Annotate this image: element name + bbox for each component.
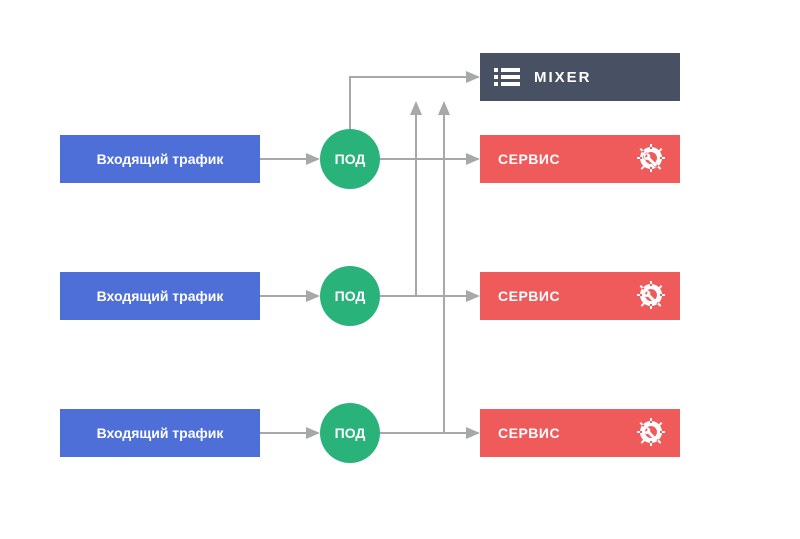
gear-wrench-icon xyxy=(636,143,666,176)
traffic-label: Входящий трафик xyxy=(97,425,224,441)
service-label: СЕРВИС xyxy=(498,425,560,441)
service-label: СЕРВИС xyxy=(498,151,560,167)
edge-pod1-mixer xyxy=(350,77,478,129)
traffic-node-2: Входящий трафик xyxy=(60,272,260,320)
edges-layer xyxy=(0,0,800,539)
pod-label: ПОД xyxy=(335,288,366,304)
traffic-node-1: Входящий трафик xyxy=(60,135,260,183)
list-icon xyxy=(494,67,520,87)
traffic-label: Входящий трафик xyxy=(97,288,224,304)
pod-node-3: ПОД xyxy=(320,403,380,463)
pod-label: ПОД xyxy=(335,425,366,441)
traffic-node-3: Входящий трафик xyxy=(60,409,260,457)
pod-node-1: ПОД xyxy=(320,129,380,189)
mixer-label: MIXER xyxy=(534,69,592,86)
traffic-label: Входящий трафик xyxy=(97,151,224,167)
service-node-1: СЕРВИС xyxy=(480,135,680,183)
pod-node-2: ПОД xyxy=(320,266,380,326)
pod-label: ПОД xyxy=(335,151,366,167)
service-node-3: СЕРВИС xyxy=(480,409,680,457)
service-label: СЕРВИС xyxy=(498,288,560,304)
mixer-node: MIXER xyxy=(480,53,680,101)
gear-wrench-icon xyxy=(636,280,666,313)
service-node-2: СЕРВИС xyxy=(480,272,680,320)
gear-wrench-icon xyxy=(636,417,666,450)
